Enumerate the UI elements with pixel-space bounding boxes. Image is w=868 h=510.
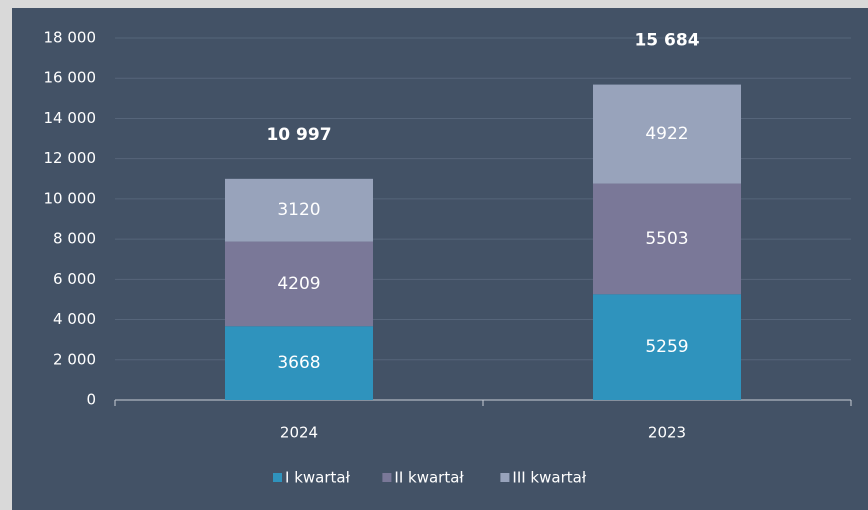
bar-segment xyxy=(225,326,373,400)
bar-segment xyxy=(593,294,741,400)
y-tick-label: 8 000 xyxy=(53,230,96,248)
legend-swatch xyxy=(382,473,392,482)
y-tick-label: 12 000 xyxy=(44,149,97,167)
x-tick-label: 2024 xyxy=(280,424,318,442)
x-tick-label: 2023 xyxy=(648,424,686,442)
y-tick-label: 4 000 xyxy=(53,310,96,328)
y-tick-label: 10 000 xyxy=(44,189,97,207)
legend-swatch xyxy=(500,473,510,482)
y-tick-label: 14 000 xyxy=(44,109,97,127)
y-tick-label: 16 000 xyxy=(44,69,97,87)
y-tick-label: 2 000 xyxy=(53,350,96,368)
y-tick-label: 6 000 xyxy=(53,270,96,288)
segment-label: 5503 xyxy=(645,229,688,249)
segment-label: 4209 xyxy=(277,274,320,294)
y-tick-label: 18 000 xyxy=(44,29,97,47)
bar-segment xyxy=(593,183,741,295)
legend-swatch xyxy=(273,473,282,482)
total-label: 15 684 xyxy=(634,31,699,51)
segment-label: 3120 xyxy=(277,200,320,220)
legend-label: III kwartał xyxy=(512,469,586,487)
bar-segment xyxy=(225,178,373,242)
bar-segment xyxy=(593,84,741,184)
segment-label: 3668 xyxy=(277,353,320,373)
legend-label: II kwartał xyxy=(394,469,464,487)
bar-segment xyxy=(225,241,373,327)
legend-label: I kwartał xyxy=(285,469,351,487)
segment-label: 4922 xyxy=(645,124,688,144)
segment-label: 5259 xyxy=(645,337,688,357)
y-tick-label: 0 xyxy=(86,391,96,409)
total-label: 10 997 xyxy=(266,125,331,145)
